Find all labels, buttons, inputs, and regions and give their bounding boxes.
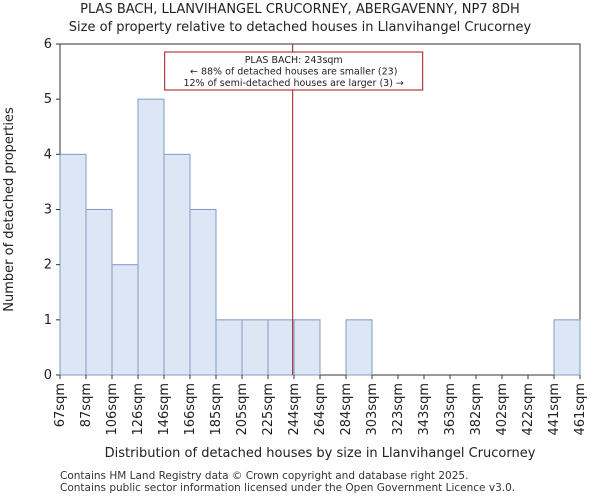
- histogram-chart: 0 1 2 3 4 5 6 67sqm 87sqm 106sqm 126sqm 146sqm 166sq…: [2, 37, 588, 461]
- bar-87sqm: [85, 209, 113, 376]
- y-tick-label: 6: [44, 37, 52, 52]
- x-tick-label: 343sqm: [417, 383, 432, 436]
- x-tick-label: 146sqm: [157, 383, 172, 436]
- x-tick-label: 422sqm: [521, 383, 536, 436]
- y-tick-label: 3: [44, 203, 52, 218]
- x-tick-label: 323sqm: [391, 383, 406, 436]
- bar-166sqm: [189, 209, 217, 376]
- bar-146sqm: [163, 153, 191, 376]
- y-tick-label: 0: [44, 368, 52, 383]
- annotation-line-2: ← 88% of detached houses are smaller (23…: [190, 67, 397, 78]
- bar-284sqm: [345, 319, 373, 376]
- y-tick-label: 1: [44, 313, 52, 328]
- footer-line-2: Contains public sector information licen…: [60, 482, 516, 494]
- bar-225sqm: [267, 319, 295, 376]
- bar-126sqm: [137, 98, 165, 376]
- y-tick-label: 5: [44, 92, 52, 107]
- bar-441sqm: [553, 319, 581, 376]
- annotation-line-1: PLAS BACH: 243sqm: [245, 55, 343, 66]
- bar-205sqm: [241, 319, 269, 376]
- footer-line-1: Contains HM Land Registry data © Crown c…: [60, 470, 469, 482]
- chart-subtitle: Size of property relative to detached ho…: [68, 20, 532, 35]
- x-axis-label: Distribution of detached houses by size …: [105, 446, 536, 461]
- y-tick-label: 4: [44, 147, 52, 162]
- x-tick-label: 166sqm: [183, 383, 198, 436]
- y-axis-label: Number of detached properties: [2, 107, 17, 312]
- x-tick-label: 67sqm: [53, 383, 68, 427]
- x-tick-label: 402sqm: [495, 383, 510, 436]
- bar-185sqm: [215, 319, 243, 376]
- x-tick-label: 382sqm: [469, 383, 484, 436]
- x-tick-label: 363sqm: [443, 383, 458, 436]
- x-tick-label: 126sqm: [131, 383, 146, 436]
- x-tick-label: 461sqm: [573, 383, 588, 436]
- y-tick-label: 2: [44, 258, 52, 273]
- x-tick-label: 244sqm: [287, 383, 302, 436]
- x-tick-label: 87sqm: [79, 383, 94, 427]
- bar-244sqm: [293, 319, 321, 376]
- x-tick-label: 106sqm: [105, 383, 120, 436]
- x-tick-label: 225sqm: [261, 383, 276, 436]
- annotation-line-3: 12% of semi-detached houses are larger (…: [183, 78, 403, 89]
- x-tick-label: 441sqm: [547, 383, 562, 436]
- x-tick-label: 303sqm: [365, 383, 380, 436]
- x-tick-label: 264sqm: [313, 383, 328, 436]
- x-tick-label: 284sqm: [339, 383, 354, 436]
- bar-106sqm: [111, 264, 139, 376]
- annotation-box: [164, 51, 424, 91]
- x-tick-label: 185sqm: [209, 383, 224, 436]
- bar-67sqm: [59, 153, 87, 376]
- x-tick-label: 205sqm: [235, 383, 250, 436]
- chart-title: PLAS BACH, LLANVIHANGEL CRUCORNEY, ABERG…: [80, 2, 520, 17]
